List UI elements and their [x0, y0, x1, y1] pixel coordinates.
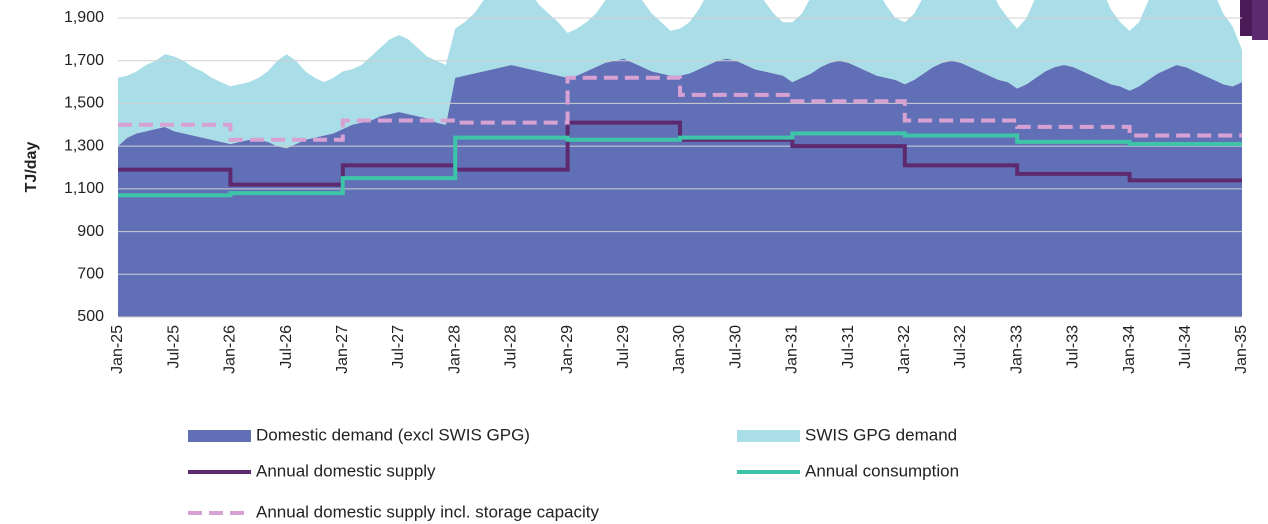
x-tick-label: Jul-28 — [503, 325, 520, 369]
x-tick-label: Jul-31 — [840, 325, 857, 369]
legend-label: SWIS GPG demand — [805, 425, 957, 444]
x-tick-label: Jan-31 — [784, 325, 801, 374]
y-tick-label: 1,700 — [64, 52, 104, 69]
x-tick-label: Jan-27 — [334, 325, 351, 374]
x-tick-label: Jan-28 — [446, 325, 463, 374]
x-tick-label: Jan-35 — [1233, 325, 1250, 374]
x-tick-label: Jul-30 — [727, 325, 744, 369]
x-tick-label: Jul-25 — [165, 325, 182, 369]
x-tick-label: Jul-34 — [1177, 325, 1194, 369]
legend-label: Annual domestic supply incl. storage cap… — [256, 502, 600, 521]
legend-label: Annual consumption — [805, 461, 959, 480]
x-tick-label: Jan-30 — [671, 325, 688, 374]
step-line — [118, 131, 1242, 198]
x-tick-label: Jan-25 — [109, 325, 126, 374]
x-tick-label: Jan-26 — [222, 325, 239, 374]
x-tick-label: Jul-27 — [390, 325, 407, 369]
y-tick-label: 1,100 — [64, 180, 104, 197]
x-tick-label: Jul-26 — [278, 325, 295, 369]
corner-decoration — [1252, 0, 1268, 40]
legend-label: Domestic demand (excl SWIS GPG) — [256, 425, 530, 444]
y-tick-label: 500 — [77, 308, 104, 325]
y-tick-label: 1,900 — [64, 9, 104, 26]
legend-swatch — [188, 430, 251, 442]
area — [118, 0, 1242, 149]
x-tick-label: Jan-34 — [1121, 325, 1138, 374]
step-line — [118, 75, 1242, 142]
x-tick-label: Jul-33 — [1065, 325, 1082, 369]
legend-swatch — [737, 430, 800, 442]
legend-label: Annual domestic supply — [256, 461, 436, 480]
x-tick-label: Jul-29 — [615, 325, 632, 369]
x-tick-label: Jul-32 — [952, 325, 969, 369]
y-tick-label: 700 — [77, 266, 104, 283]
x-tick-label: Jan-32 — [896, 325, 913, 374]
y-tick-label: 900 — [77, 223, 104, 240]
y-tick-label: 1,500 — [64, 95, 104, 112]
x-tick-label: Jan-33 — [1008, 325, 1025, 374]
x-tick-label: Jan-29 — [559, 325, 576, 374]
y-axis-label: TJ/day — [23, 142, 40, 193]
area — [118, 58, 1242, 317]
y-tick-label: 1,300 — [64, 137, 104, 154]
